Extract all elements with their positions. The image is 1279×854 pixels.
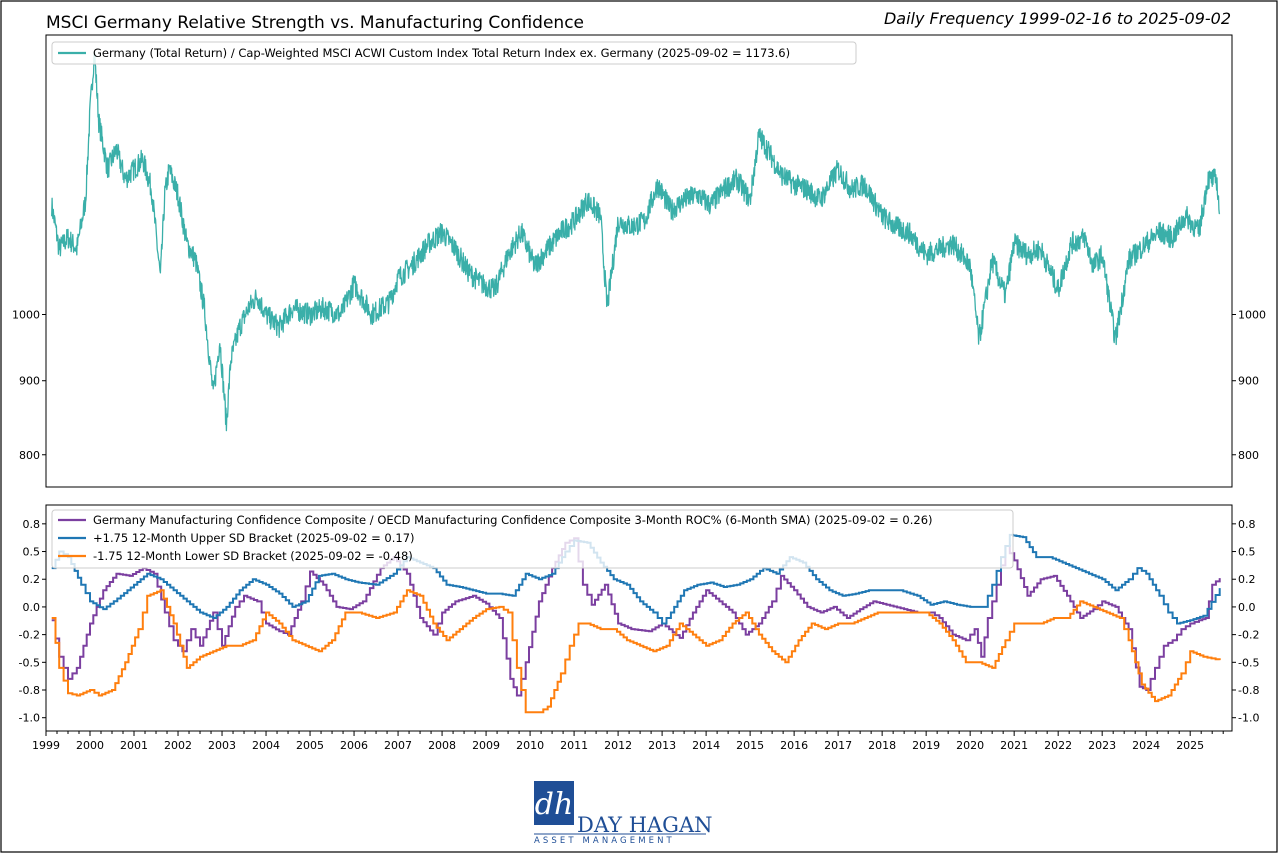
bottom-y-axis: -1.0 -1.0 -0.8 -0.8 -0.5 -0.5 -0.2 -0.2 0.0 0.0 0.… bbox=[19, 518, 1260, 725]
top-y-tick-label-left: 800 bbox=[19, 449, 40, 462]
x-tick-label: 1999 bbox=[32, 739, 60, 752]
bottom-y-tick-label-left: 0.0 bbox=[23, 601, 41, 614]
x-tick-label: 2023 bbox=[1088, 739, 1116, 752]
logo-tagline: ASSET MANAGEMENT bbox=[534, 836, 675, 846]
legend-label-composite-roc: Germany Manufacturing Confidence Composi… bbox=[93, 513, 933, 527]
top-y-tick-label-right: 1000 bbox=[1238, 309, 1266, 322]
series-line-composite-roc bbox=[51, 537, 1221, 697]
x-tick-label: 2025 bbox=[1176, 739, 1204, 752]
top-y-tick-label-right: 900 bbox=[1238, 375, 1259, 388]
x-tick-label: 2022 bbox=[1044, 739, 1072, 752]
x-tick-label: 2013 bbox=[648, 739, 676, 752]
series-line-lower-bracket bbox=[51, 589, 1221, 714]
legend-label-lower-bracket: -1.75 12-Month Lower SD Bracket (2025-09… bbox=[93, 549, 413, 563]
bottom-y-tick-label-right: -1.0 bbox=[1238, 712, 1259, 725]
top-y-tick-label-right: 800 bbox=[1238, 449, 1259, 462]
top-panel: 800 800 900 900 1000 1000 Germany (Total Retu… bbox=[12, 34, 1266, 488]
bottom-legend-box bbox=[51, 509, 1014, 569]
bottom-y-tick-label-right: 0.2 bbox=[1238, 573, 1256, 586]
top-panel-axes bbox=[45, 34, 1233, 488]
x-tick-label: 2010 bbox=[516, 739, 544, 752]
x-tick-label: 2009 bbox=[472, 739, 500, 752]
x-tick-label: 2008 bbox=[428, 739, 456, 752]
top-y-axis: 800 800 900 900 1000 1000 bbox=[12, 309, 1266, 462]
x-tick-label: 2000 bbox=[76, 739, 104, 752]
x-tick-label: 2003 bbox=[208, 739, 236, 752]
x-tick-label: 2004 bbox=[252, 739, 280, 752]
bottom-series-layer bbox=[51, 533, 1221, 714]
x-tick-label: 2005 bbox=[296, 739, 324, 752]
bottom-y-tick-label-right: 0.5 bbox=[1238, 546, 1256, 559]
top-legend-box bbox=[51, 41, 857, 65]
top-y-tick-label-left: 1000 bbox=[12, 309, 40, 322]
bottom-y-tick-label-right: -0.5 bbox=[1238, 656, 1259, 669]
bottom-y-tick-label-left: -0.8 bbox=[19, 684, 40, 697]
x-tick-label: 2007 bbox=[384, 739, 412, 752]
frequency-label: Daily Frequency 1999-02-16 to 2025-09-02 bbox=[884, 9, 1231, 28]
bottom-y-tick-label-right: 0.8 bbox=[1238, 518, 1256, 531]
x-tick-label: 2016 bbox=[780, 739, 808, 752]
x-tick-label: 2002 bbox=[164, 739, 192, 752]
bottom-y-tick-label-right: -0.2 bbox=[1238, 629, 1259, 642]
bottom-y-tick-label-left: 0.8 bbox=[23, 518, 41, 531]
x-tick-label: 2011 bbox=[560, 739, 588, 752]
series-line-relative-strength bbox=[51, 51, 1221, 432]
chart-title: MSCI Germany Relative Strength vs. Manuf… bbox=[46, 13, 584, 33]
x-tick-label: 2014 bbox=[692, 739, 720, 752]
x-tick-label: 2021 bbox=[1000, 739, 1028, 752]
bottom-y-tick-label-left: -0.2 bbox=[19, 629, 40, 642]
logo-monogram: dh bbox=[535, 787, 574, 822]
bottom-y-tick-label-left: 0.2 bbox=[23, 573, 41, 586]
x-tick-label: 2020 bbox=[956, 739, 984, 752]
x-tick-label: 2015 bbox=[736, 739, 764, 752]
x-axis: 1999 2000 2001 2002 2003 2004 2005 2006 2007 2008… bbox=[32, 731, 1224, 752]
bottom-panel: -1.0 -1.0 -0.8 -0.8 -0.5 -0.5 -0.2 -0.2 0.0 0.0 0.… bbox=[19, 504, 1260, 752]
x-tick-label: 2019 bbox=[912, 739, 940, 752]
logo-company-name: DAY HAGAN bbox=[577, 813, 713, 837]
bottom-y-tick-label-left: -0.5 bbox=[19, 656, 40, 669]
logo-monogram-block bbox=[534, 781, 574, 825]
top-legend: Germany (Total Return) / Cap-Weighted MS… bbox=[51, 41, 857, 65]
x-tick-label: 2001 bbox=[120, 739, 148, 752]
top-y-tick-label-left: 900 bbox=[19, 375, 40, 388]
x-tick-label: 2006 bbox=[340, 739, 368, 752]
day-hagan-logo: dh DAY HAGAN ASSET MANAGEMENT bbox=[534, 781, 713, 846]
bottom-y-tick-label-left: -1.0 bbox=[19, 712, 40, 725]
bottom-y-tick-label-left: 0.5 bbox=[23, 546, 41, 559]
x-tick-label: 2012 bbox=[604, 739, 632, 752]
bottom-y-tick-label-right: 0.0 bbox=[1238, 601, 1256, 614]
bottom-legend: Germany Manufacturing Confidence Composi… bbox=[51, 509, 1014, 569]
x-tick-label: 2017 bbox=[824, 739, 852, 752]
series-line-upper-bracket bbox=[51, 533, 1221, 625]
legend-label-relative-strength: Germany (Total Return) / Cap-Weighted MS… bbox=[93, 46, 790, 60]
legend-label-upper-bracket: +1.75 12-Month Upper SD Bracket (2025-09… bbox=[93, 531, 415, 545]
top-series-layer bbox=[51, 51, 1221, 432]
x-tick-label: 2024 bbox=[1132, 739, 1160, 752]
bottom-y-tick-label-right: -0.8 bbox=[1238, 684, 1259, 697]
x-tick-label: 2018 bbox=[868, 739, 896, 752]
